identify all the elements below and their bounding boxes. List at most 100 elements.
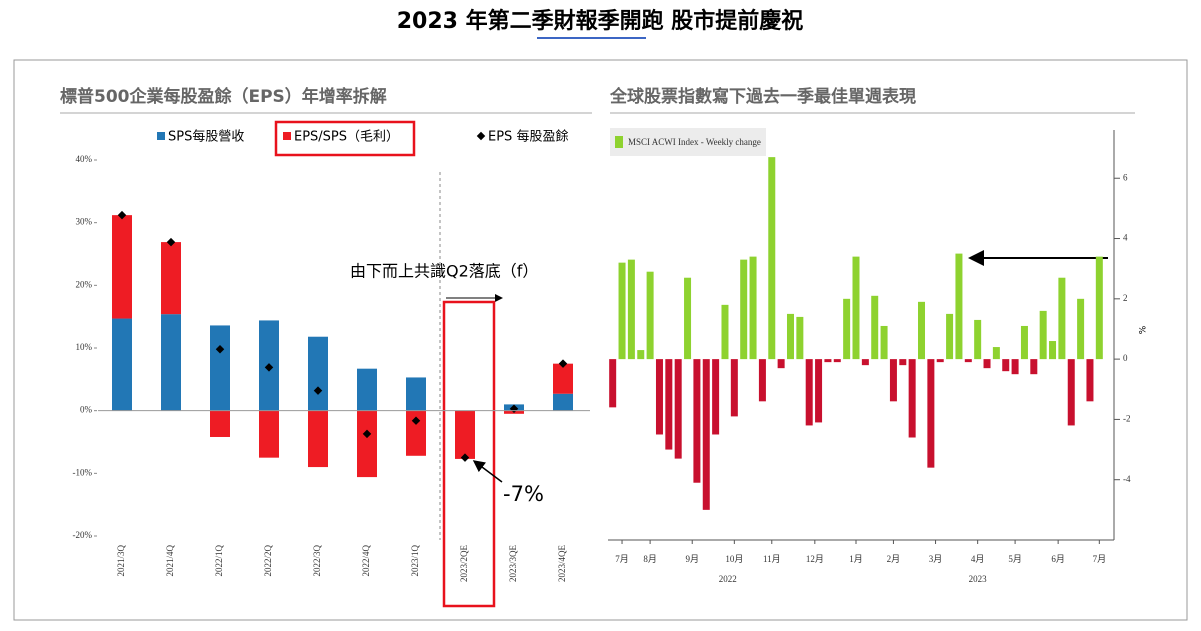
- annotation: -7%: [503, 482, 544, 506]
- bar: [1077, 298, 1085, 360]
- x-tick-label: 6月: [1051, 554, 1065, 564]
- x-tick-label: 10月: [725, 554, 743, 564]
- frame: [13, 59, 1188, 621]
- y-tick-label: 0%: [80, 405, 93, 415]
- right-title: 全球股票指數寫下過去一季最佳單週表現: [609, 86, 916, 107]
- y-tick-label: 4: [1123, 233, 1128, 243]
- y-tick-label: -10%: [73, 467, 93, 477]
- y-axis-label: %: [1139, 325, 1149, 334]
- eps-marker: [558, 359, 568, 368]
- bar-segment: [210, 410, 230, 437]
- bar: [740, 259, 748, 360]
- left-title: 標普500企業每股盈餘（EPS）年增率拆解: [60, 86, 387, 107]
- bar: [609, 359, 617, 408]
- bar: [712, 359, 720, 435]
- x-year-label: 2023: [969, 574, 988, 584]
- x-tick-label: 2022/2Q: [263, 544, 273, 576]
- x-tick-label: 5月: [1008, 554, 1022, 564]
- bar: [918, 301, 926, 360]
- x-tick-label: 2023/2QE: [459, 545, 469, 583]
- bar: [674, 359, 682, 459]
- legend-label: MSCI ACWI Index - Weekly change: [628, 137, 761, 147]
- y-tick-label: 30%: [76, 217, 93, 227]
- eps-marker: [166, 237, 176, 247]
- highlight-box: [442, 300, 496, 608]
- bar: [824, 359, 832, 363]
- y-tick-label: -20%: [73, 530, 93, 540]
- x-tick-label: 2021/3Q: [116, 544, 126, 576]
- bar-segment: [308, 410, 328, 468]
- bar: [861, 359, 869, 366]
- y-tick-label: 20%: [76, 279, 93, 289]
- y-tick-label: 6: [1123, 172, 1128, 182]
- x-tick-label: 2022/3Q: [312, 544, 322, 576]
- bar: [786, 313, 794, 360]
- bar: [665, 359, 673, 450]
- bar: [889, 359, 897, 402]
- eps-marker: [460, 453, 470, 462]
- bar-segment: [553, 363, 573, 394]
- x-tick-label: 2月: [887, 554, 901, 564]
- bar: [1011, 359, 1019, 375]
- bar: [805, 359, 813, 426]
- y-tick-label: -2: [1123, 413, 1131, 423]
- bar: [1058, 277, 1066, 360]
- bar: [702, 359, 710, 510]
- eps-marker: [117, 210, 127, 220]
- y-tick-label: 2: [1123, 293, 1128, 303]
- x-tick-label: 2021/4Q: [165, 544, 175, 576]
- bar-segment: [406, 377, 426, 411]
- legend-swatch: [157, 132, 165, 140]
- bar: [946, 313, 954, 360]
- bar-segment: [308, 336, 328, 411]
- legend-box: [610, 128, 766, 156]
- bar: [1049, 341, 1057, 360]
- bar: [927, 359, 935, 468]
- legend-swatch: [283, 132, 291, 140]
- bar: [637, 350, 645, 360]
- bar: [880, 325, 888, 360]
- eps-marker: [362, 429, 372, 439]
- bar: [1039, 310, 1047, 360]
- bar: [1095, 256, 1103, 360]
- bar: [833, 359, 841, 363]
- bar: [777, 359, 785, 369]
- x-year-label: 2022: [719, 574, 737, 584]
- x-tick-label: 8月: [643, 554, 657, 564]
- y-tick-label: 10%: [76, 342, 93, 352]
- arrow: [472, 460, 503, 483]
- legend-swatch: [615, 136, 623, 148]
- x-tick-label: 2023/4QE: [557, 545, 567, 583]
- eps-marker: [411, 416, 421, 425]
- x-tick-label: 11月: [763, 554, 781, 564]
- bar-segment: [455, 410, 475, 459]
- bar: [908, 359, 916, 438]
- bar: [983, 359, 991, 369]
- bar-segment: [112, 318, 132, 411]
- bar-segment: [210, 325, 230, 411]
- bar-segment: [112, 215, 132, 319]
- bar: [758, 359, 766, 402]
- bar: [646, 271, 654, 360]
- y-tick-label: 0: [1123, 353, 1128, 363]
- eps-marker: [264, 363, 274, 372]
- bar: [955, 253, 963, 360]
- bar-segment: [357, 410, 377, 478]
- bar: [1030, 359, 1038, 375]
- annotation: 由下而上共識Q2落底（f）: [350, 262, 538, 281]
- y-tick-label: -4: [1123, 474, 1131, 484]
- eps-marker: [215, 345, 225, 354]
- bar: [992, 347, 1000, 360]
- legend-highlight: [274, 120, 416, 157]
- x-tick-label: 2022/4Q: [361, 544, 371, 576]
- legend-label: EPS/SPS（毛利）: [294, 130, 399, 145]
- x-tick-label: 1月: [849, 554, 863, 564]
- x-tick-label: 2023/3QE: [508, 545, 518, 583]
- bar: [627, 259, 635, 360]
- x-tick-label: 9月: [685, 554, 699, 564]
- bar-segment: [161, 314, 181, 411]
- bar: [1002, 359, 1010, 372]
- x-tick-label: 7月: [1093, 554, 1107, 564]
- x-tick-label: 4月: [971, 554, 985, 564]
